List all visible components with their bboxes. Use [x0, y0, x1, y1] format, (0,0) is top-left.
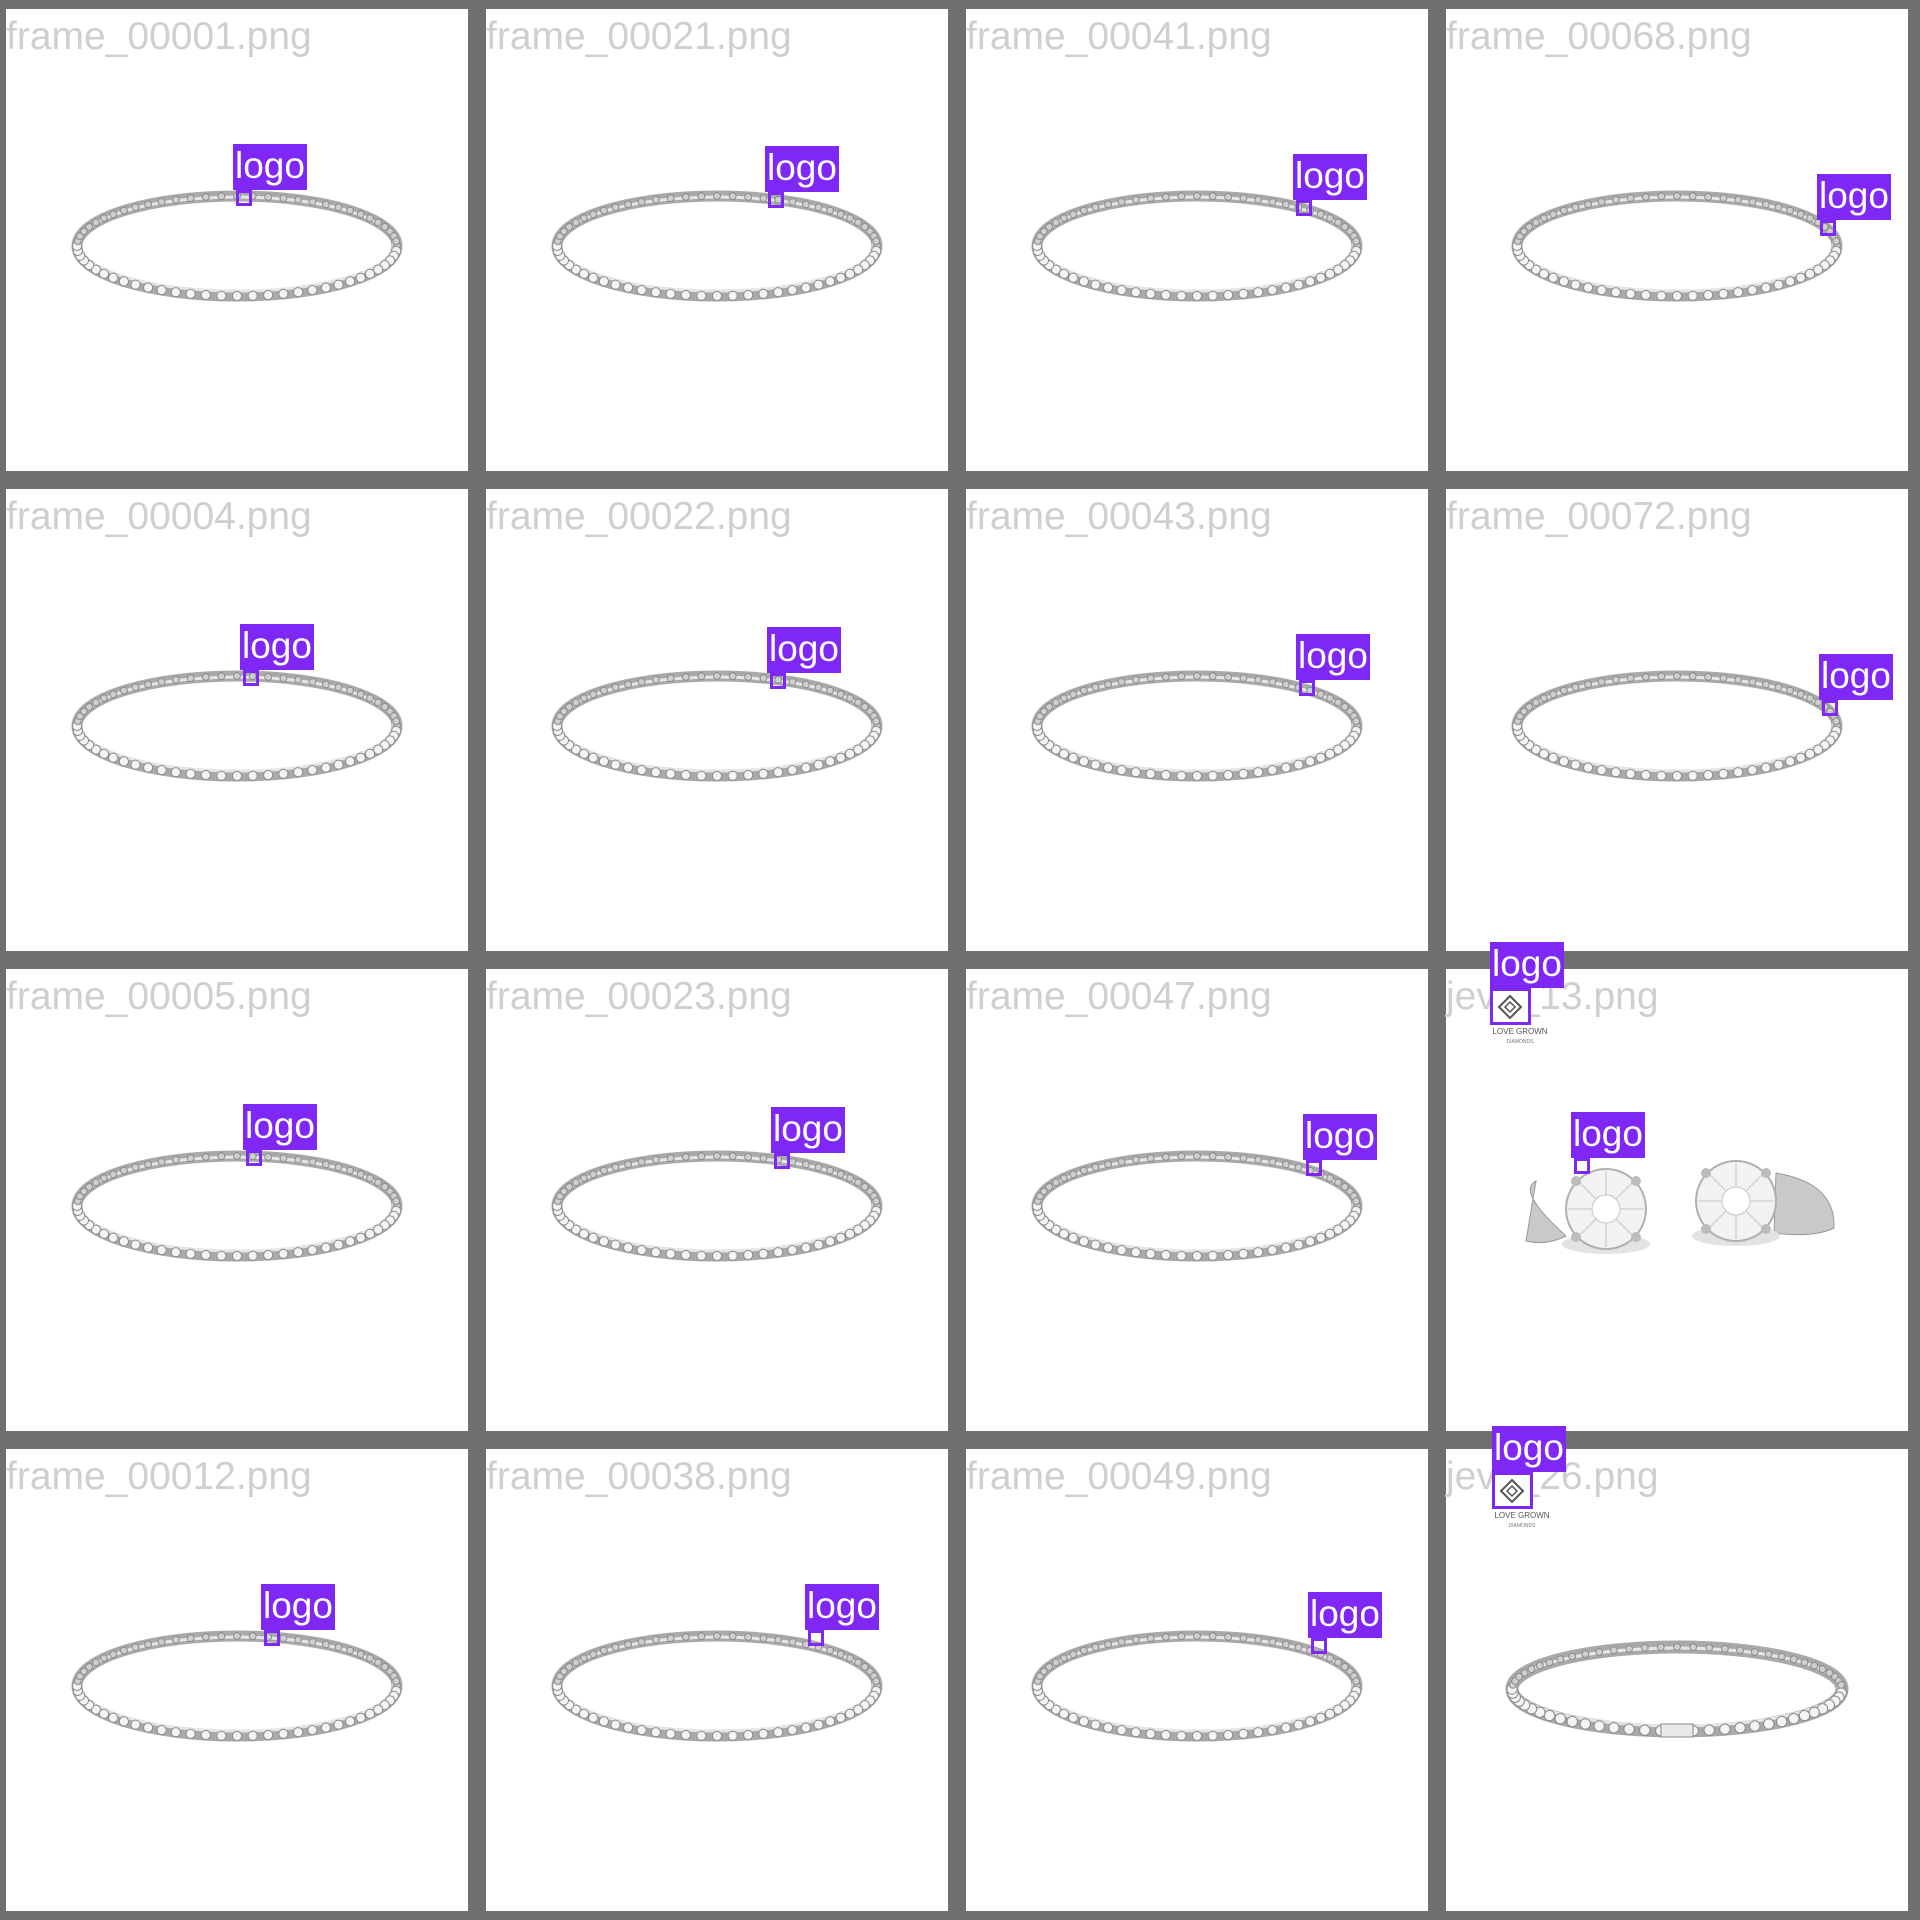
image-tile[interactable]: jev__13.png	[1446, 969, 1908, 1431]
bracelet-image	[1031, 670, 1363, 782]
detection-box	[243, 670, 259, 686]
bracelet-image	[1511, 670, 1843, 782]
tile-filename: frame_00068.png	[1446, 15, 1752, 58]
detection-label: logo	[1296, 634, 1370, 680]
detection-box	[1311, 1638, 1327, 1654]
svg-text:LOVE GROWN: LOVE GROWN	[1494, 1511, 1549, 1520]
image-tile[interactable]: frame_00047.png	[966, 969, 1428, 1431]
image-tile[interactable]: jev__26.png	[1446, 1449, 1908, 1911]
bracelet-image	[71, 670, 403, 782]
detection-label: logo	[805, 1584, 879, 1630]
bracelet-image	[1505, 1640, 1849, 1738]
tile-filename: frame_00001.png	[6, 15, 312, 58]
bracelet-image	[551, 1150, 883, 1262]
brand-detection-label: logo	[1492, 1426, 1566, 1472]
image-tile[interactable]: frame_00043.png	[966, 489, 1428, 951]
detection-label: logo	[767, 627, 841, 673]
bracelet-image	[1031, 1630, 1363, 1742]
bracelet-image	[1031, 1150, 1363, 1262]
detection-box	[246, 1150, 262, 1166]
brand-detection-label: logo	[1490, 942, 1564, 988]
tile-filename: frame_00049.png	[966, 1455, 1272, 1498]
detection-box	[236, 190, 252, 206]
detection-label: logo	[771, 1107, 845, 1153]
detection-label: logo	[1308, 1592, 1382, 1638]
detection-label: logo	[1571, 1112, 1645, 1158]
detection-label: logo	[1817, 174, 1891, 220]
detection-box	[1299, 680, 1315, 696]
bracelet-image	[71, 1150, 403, 1262]
image-tile[interactable]: frame_00004.png	[6, 489, 468, 951]
tile-filename: frame_00043.png	[966, 495, 1272, 538]
brand-logo-icon: LOVE GROWN DIAMONDS	[1490, 988, 1548, 1045]
tile-filename: frame_00022.png	[486, 495, 792, 538]
detection-label: logo	[261, 1584, 335, 1630]
svg-text:LOVE GROWN: LOVE GROWN	[1492, 1027, 1547, 1036]
image-tile[interactable]: frame_00023.png	[486, 969, 948, 1431]
detection-box	[768, 192, 784, 208]
tile-filename: frame_00041.png	[966, 15, 1272, 58]
image-tile[interactable]: frame_00041.png	[966, 9, 1428, 471]
tile-filename: frame_00012.png	[6, 1455, 312, 1498]
image-tile[interactable]: frame_00038.png	[486, 1449, 948, 1911]
image-tile[interactable]: frame_00022.png	[486, 489, 948, 951]
image-tile[interactable]: frame_00021.png	[486, 9, 948, 471]
detection-box	[1820, 220, 1836, 236]
detection-box	[264, 1630, 280, 1646]
svg-text:DIAMONDS: DIAMONDS	[1507, 1039, 1535, 1045]
detection-label: logo	[1293, 154, 1367, 200]
tile-filename: frame_00047.png	[966, 975, 1272, 1018]
tile-filename: frame_00004.png	[6, 495, 312, 538]
bracelet-image	[71, 190, 403, 302]
brand-logo-icon: LOVE GROWN DIAMONDS	[1492, 1472, 1550, 1529]
image-tile[interactable]: frame_00049.png	[966, 1449, 1428, 1911]
detection-box	[1822, 700, 1838, 716]
svg-text:DIAMONDS: DIAMONDS	[1509, 1523, 1537, 1529]
detection-box	[1306, 1160, 1322, 1176]
bracelet-image	[551, 670, 883, 782]
detection-box	[808, 1630, 824, 1646]
bracelet-image	[1511, 190, 1843, 302]
image-tile[interactable]: frame_00072.png	[1446, 489, 1908, 951]
detection-label: logo	[243, 1104, 317, 1150]
detection-box	[1574, 1158, 1590, 1174]
earrings-image	[1525, 1160, 1835, 1254]
bracelet-image	[551, 1630, 883, 1742]
detection-label: logo	[240, 624, 314, 670]
detection-box	[770, 673, 786, 689]
detection-label: logo	[765, 146, 839, 192]
detection-box	[1296, 200, 1312, 216]
image-tile[interactable]: frame_00005.png	[6, 969, 468, 1431]
bracelet-image	[1031, 190, 1363, 302]
bracelet-image	[551, 190, 883, 302]
detection-label: logo	[1303, 1114, 1377, 1160]
bracelet-image	[71, 1630, 403, 1742]
detection-label: logo	[1819, 654, 1893, 700]
image-tile[interactable]: frame_00012.png	[6, 1449, 468, 1911]
detection-box	[774, 1153, 790, 1169]
image-tile[interactable]: frame_00001.png	[6, 9, 468, 471]
tile-filename: frame_00021.png	[486, 15, 792, 58]
image-tile[interactable]: frame_00068.png	[1446, 9, 1908, 471]
tile-filename: frame_00023.png	[486, 975, 792, 1018]
tile-filename: frame_00038.png	[486, 1455, 792, 1498]
detection-label: logo	[233, 144, 307, 190]
tile-filename: frame_00005.png	[6, 975, 312, 1018]
tile-filename: frame_00072.png	[1446, 495, 1752, 538]
